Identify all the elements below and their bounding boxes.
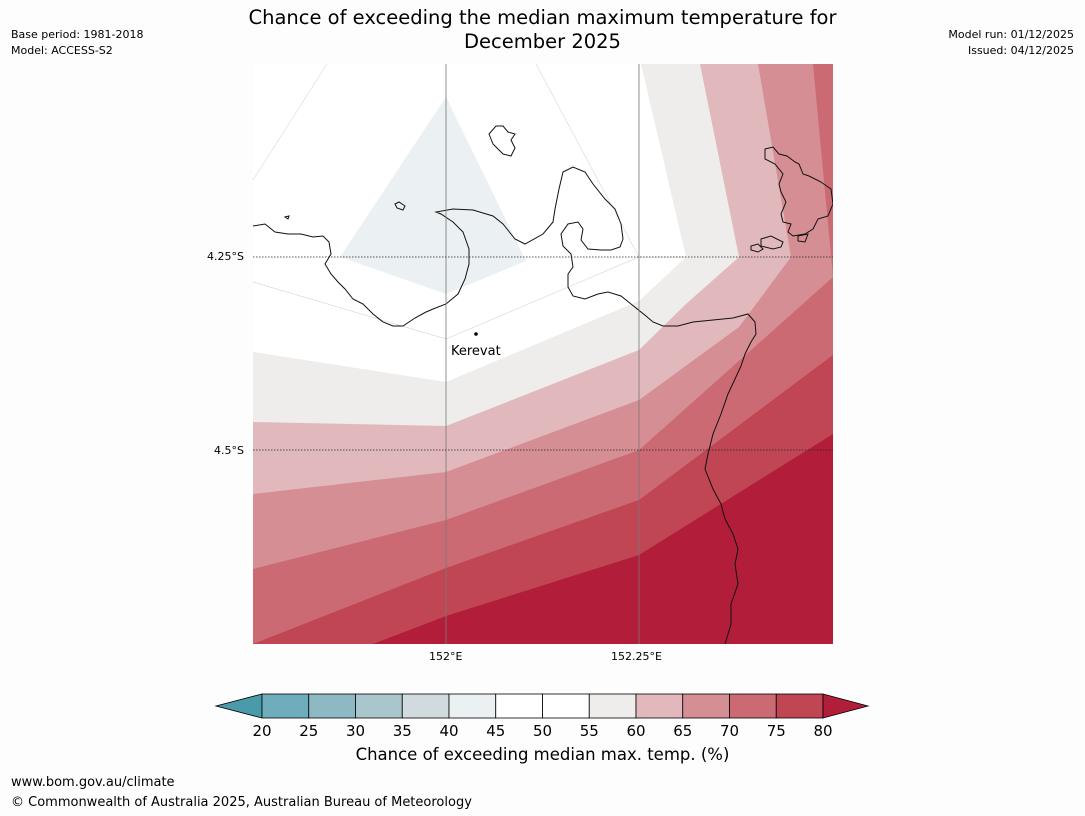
colorbar-cell-65 — [682, 693, 730, 719]
colorbar-tick-25: 25 — [299, 722, 319, 740]
footer-url[interactable]: www.bom.gov.au/climate — [11, 775, 175, 790]
colorbar-cell-20 — [261, 693, 310, 719]
lon-label-152-25: 152.25°E — [611, 650, 662, 663]
colorbar-tick-55: 55 — [579, 722, 599, 740]
colorbar-cell-25 — [308, 693, 356, 719]
colorbar-tick-20: 20 — [252, 722, 272, 740]
colorbar-cell-45 — [495, 693, 543, 719]
colorbar-tick-75: 75 — [766, 722, 786, 740]
issued-date: Issued: 04/12/2025 — [967, 44, 1074, 57]
colorbar-arrow-high — [822, 693, 870, 719]
place-label: Kerevat — [451, 344, 501, 359]
model-name: Model: ACCESS-S2 — [11, 44, 113, 57]
title-line-2: December 2025 — [464, 30, 621, 53]
colorbar-tick-65: 65 — [673, 722, 693, 740]
coastline — [253, 125, 833, 644]
model-run: Model run: 01/12/2025 — [948, 28, 1074, 41]
footer-copyright: © Commonwealth of Australia 2025, Austra… — [11, 795, 472, 810]
colorbar-tick-35: 35 — [392, 722, 412, 740]
map-panel[interactable]: Kerevat — [253, 64, 833, 644]
band-80-plus — [373, 434, 833, 644]
colorbar-cell-40 — [448, 693, 497, 719]
faint-contours — [253, 64, 686, 340]
colorbar-tick-40: 40 — [439, 722, 459, 740]
colorbar-cell-60 — [635, 693, 684, 719]
colorbar-cell-70 — [729, 693, 777, 719]
map-svg: Kerevat — [253, 64, 833, 644]
colorbar-tick-45: 45 — [486, 722, 506, 740]
colorbar-cell-35 — [401, 693, 450, 719]
lat-label-4-25: 4.25°S — [207, 250, 244, 263]
colorbar-title: Chance of exceeding median max. temp. (%… — [355, 745, 730, 764]
lat-label-4-5: 4.5°S — [214, 444, 244, 457]
meta-left: Base period: 1981-2018 Model: ACCESS-S2 — [11, 27, 143, 59]
colorbar-cells — [214, 693, 870, 719]
colorbar-arrow-low — [214, 693, 263, 719]
colorbar-tick-50: 50 — [532, 722, 553, 740]
chart-title: Chance of exceeding the median maximum t… — [0, 6, 1085, 54]
title-line-1: Chance of exceeding the median maximum t… — [248, 6, 837, 29]
colorbar-cell-30 — [355, 693, 403, 719]
lon-label-152: 152°E — [429, 650, 463, 663]
colorbar-cell-50 — [542, 693, 590, 719]
meta-right: Model run: 01/12/2025 Issued: 04/12/2025 — [948, 27, 1074, 59]
graticule — [253, 64, 833, 644]
colorbar-tick-30: 30 — [345, 722, 366, 740]
colorbar-cell-55 — [588, 693, 637, 719]
base-period: Base period: 1981-2018 — [11, 28, 144, 41]
place-marker-icon — [474, 332, 478, 336]
colorbar — [214, 693, 870, 719]
band-40-45 — [340, 97, 526, 294]
colorbar-tick-80: 80 — [813, 722, 833, 740]
colorbar-cell-75 — [775, 693, 824, 719]
colorbar-tick-70: 70 — [719, 722, 740, 740]
colorbar-tick-60: 60 — [626, 722, 646, 740]
